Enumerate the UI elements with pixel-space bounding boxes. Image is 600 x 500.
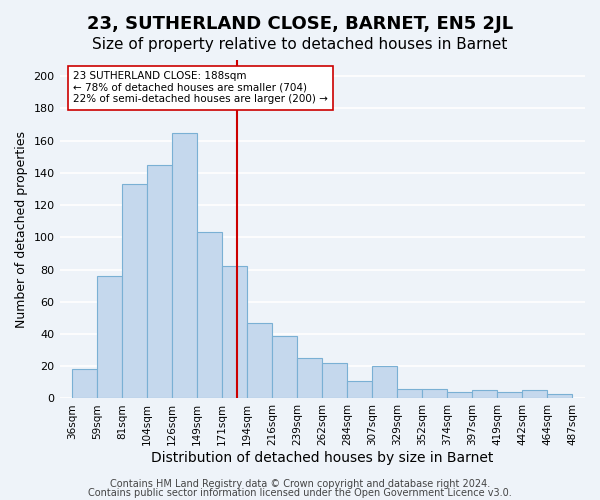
Bar bbox=[147, 165, 172, 398]
Text: Contains public sector information licensed under the Open Government Licence v3: Contains public sector information licen… bbox=[88, 488, 512, 498]
Bar bbox=[472, 390, 497, 398]
Bar bbox=[297, 358, 322, 399]
Text: Contains HM Land Registry data © Crown copyright and database right 2024.: Contains HM Land Registry data © Crown c… bbox=[110, 479, 490, 489]
Text: 23, SUTHERLAND CLOSE, BARNET, EN5 2JL: 23, SUTHERLAND CLOSE, BARNET, EN5 2JL bbox=[87, 15, 513, 33]
Bar bbox=[347, 380, 373, 398]
Bar bbox=[72, 370, 97, 398]
Bar bbox=[547, 394, 572, 398]
Bar bbox=[122, 184, 147, 398]
Bar bbox=[97, 276, 122, 398]
Y-axis label: Number of detached properties: Number of detached properties bbox=[15, 130, 28, 328]
Bar bbox=[197, 232, 222, 398]
Bar bbox=[272, 336, 297, 398]
Bar bbox=[397, 389, 422, 398]
Bar bbox=[247, 322, 272, 398]
Bar bbox=[373, 366, 397, 398]
Bar bbox=[497, 392, 523, 398]
Text: 23 SUTHERLAND CLOSE: 188sqm
← 78% of detached houses are smaller (704)
22% of se: 23 SUTHERLAND CLOSE: 188sqm ← 78% of det… bbox=[73, 72, 328, 104]
Bar bbox=[448, 392, 472, 398]
Bar bbox=[523, 390, 547, 398]
Text: Size of property relative to detached houses in Barnet: Size of property relative to detached ho… bbox=[92, 38, 508, 52]
Bar bbox=[222, 266, 247, 398]
Bar bbox=[322, 363, 347, 398]
Bar bbox=[422, 389, 448, 398]
X-axis label: Distribution of detached houses by size in Barnet: Distribution of detached houses by size … bbox=[151, 451, 493, 465]
Bar bbox=[172, 132, 197, 398]
